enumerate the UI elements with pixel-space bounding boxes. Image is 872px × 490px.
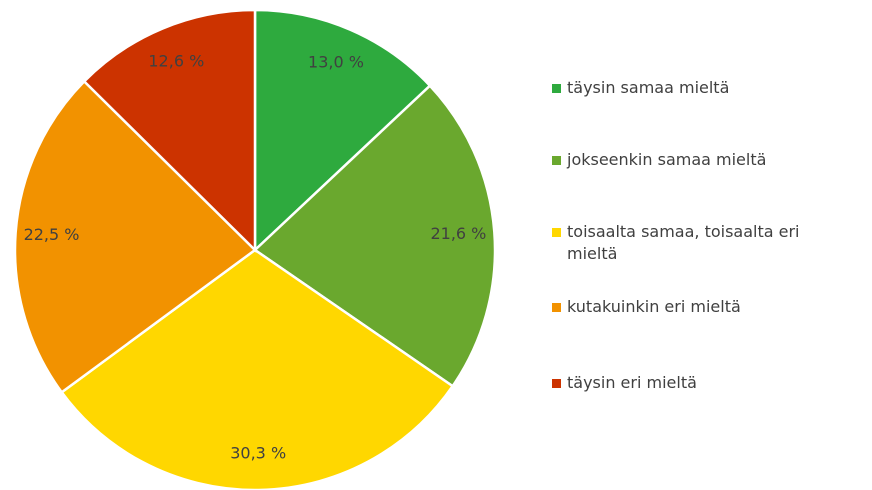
legend-swatch — [552, 84, 561, 93]
pie: 13,0 % 21,6 % 30,3 % 22,5 % 12,6 % — [13, 8, 497, 490]
legend-swatch — [552, 156, 561, 165]
legend-label: kutakuinkin eri mieltä — [567, 297, 741, 316]
legend-swatch — [552, 379, 561, 388]
data-label: 13,0 % — [308, 52, 364, 71]
pie-slice — [13, 79, 257, 395]
pie-slice — [82, 8, 257, 253]
legend-item: kutakuinkin eri mieltä — [552, 296, 852, 318]
legend-swatch — [552, 303, 561, 312]
legend-label: jokseenkin samaa mieltä — [567, 150, 767, 169]
data-label: 12,6 % — [148, 51, 204, 70]
data-label: 30,3 % — [230, 443, 286, 462]
legend-label: täysin eri mieltä — [567, 373, 697, 392]
legend-item: täysin samaa mieltä — [552, 77, 852, 99]
pie-slice — [253, 8, 432, 253]
data-label: 21,6 % — [430, 224, 486, 243]
legend-swatch — [552, 228, 561, 237]
pie-slice — [253, 83, 497, 388]
legend-label: täysin samaa mieltä — [567, 78, 730, 97]
legend-item: toisaalta samaa, toisaalta eri mieltä — [552, 221, 852, 265]
data-label: 22,5 % — [24, 225, 80, 244]
legend-item: jokseenkin samaa mieltä — [552, 149, 852, 171]
legend-item: täysin eri mieltä — [552, 372, 852, 394]
legend-label: toisaalta samaa, toisaalta eri mieltä — [567, 222, 800, 263]
